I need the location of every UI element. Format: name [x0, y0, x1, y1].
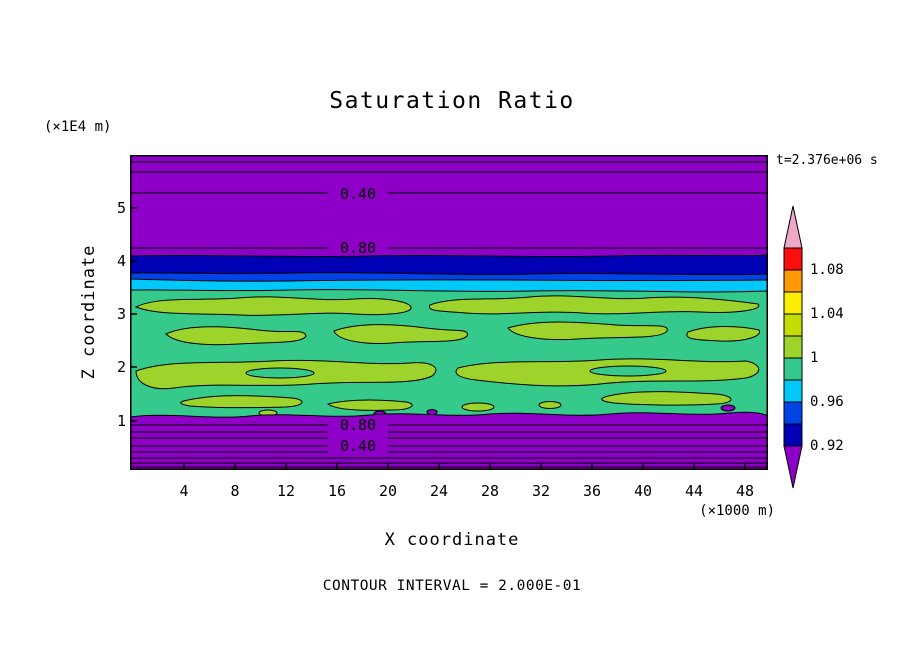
y-tick-label: 1 — [116, 412, 126, 430]
blob — [165, 326, 307, 346]
blob — [507, 321, 668, 341]
blob — [333, 324, 468, 344]
x-tick-label: 36 — [582, 482, 602, 500]
lower-purple-region — [130, 411, 768, 470]
x-tick-label: 16 — [327, 482, 347, 500]
colorbar-cell — [783, 401, 803, 425]
x-axis-unit: (×1000 m) — [699, 503, 775, 519]
supersaturation-blobs — [134, 295, 761, 418]
x-tick-label: 12 — [276, 482, 296, 500]
contour-interval-note: CONTOUR INTERVAL = 2.000E-01 — [322, 578, 582, 594]
lower-contour-lines — [130, 424, 768, 468]
time-annotation: t=2.376e+06 s — [776, 153, 878, 168]
contour-label: 0.80 — [340, 416, 376, 434]
y-axis-unit: (×1E4 m) — [44, 119, 112, 135]
y-tick-label: 3 — [116, 305, 126, 323]
colorbar — [783, 205, 803, 489]
colorbar-cell — [783, 313, 803, 337]
colorbar-cell — [783, 291, 803, 315]
x-tick-label: 4 — [179, 482, 189, 500]
blob — [686, 326, 761, 342]
x-tick-label: 24 — [429, 482, 449, 500]
y-tick-label: 5 — [116, 199, 126, 217]
colorbar-cell — [783, 335, 803, 359]
colorbar-arrow-bottom — [783, 445, 803, 489]
blob — [601, 391, 732, 406]
contour-label: 0.80 — [340, 239, 376, 257]
blob — [461, 402, 495, 412]
colorbar-label: 1 — [810, 350, 819, 366]
blob — [326, 399, 413, 411]
colorbar-label: 0.96 — [810, 394, 844, 410]
x-tick-label: 8 — [230, 482, 240, 500]
contour-label: 0.40 — [340, 437, 376, 455]
plot-border — [130, 155, 768, 470]
blob-hole — [245, 367, 315, 379]
blob — [429, 295, 760, 315]
colorbar-cell — [783, 269, 803, 293]
blob — [180, 395, 303, 409]
x-tick-label: 40 — [633, 482, 653, 500]
y-tick-label: 4 — [116, 252, 126, 270]
contour-label: 0.40 — [340, 185, 376, 203]
x-tick-label: 44 — [684, 482, 704, 500]
purple-speck — [426, 409, 438, 415]
colorbar-arrow-top — [783, 205, 803, 249]
colorbar-label: 1.08 — [810, 262, 844, 278]
purple-speck — [720, 404, 736, 412]
blob — [134, 296, 412, 316]
x-tick-label: 32 — [531, 482, 551, 500]
colorbar-cell — [783, 247, 803, 271]
colorbar-cell — [783, 379, 803, 403]
colorbar-cell — [783, 357, 803, 381]
colorbar-cell — [783, 423, 803, 447]
chart-title: Saturation Ratio — [329, 88, 575, 114]
blob-hole — [589, 365, 667, 377]
upper-contour-lines — [130, 161, 768, 249]
colorbar-label: 1.04 — [810, 306, 844, 322]
y-tick-label: 2 — [116, 358, 126, 376]
x-tick-label: 20 — [378, 482, 398, 500]
x-axis-label: X coordinate — [384, 530, 520, 550]
navy-band — [130, 254, 768, 276]
colorbar-label: 0.92 — [810, 438, 844, 454]
x-tick-label: 48 — [735, 482, 755, 500]
blob — [538, 401, 562, 409]
contour-plot: 0.40 0.80 0.80 0.40 — [130, 155, 768, 470]
x-tick-label: 28 — [480, 482, 500, 500]
